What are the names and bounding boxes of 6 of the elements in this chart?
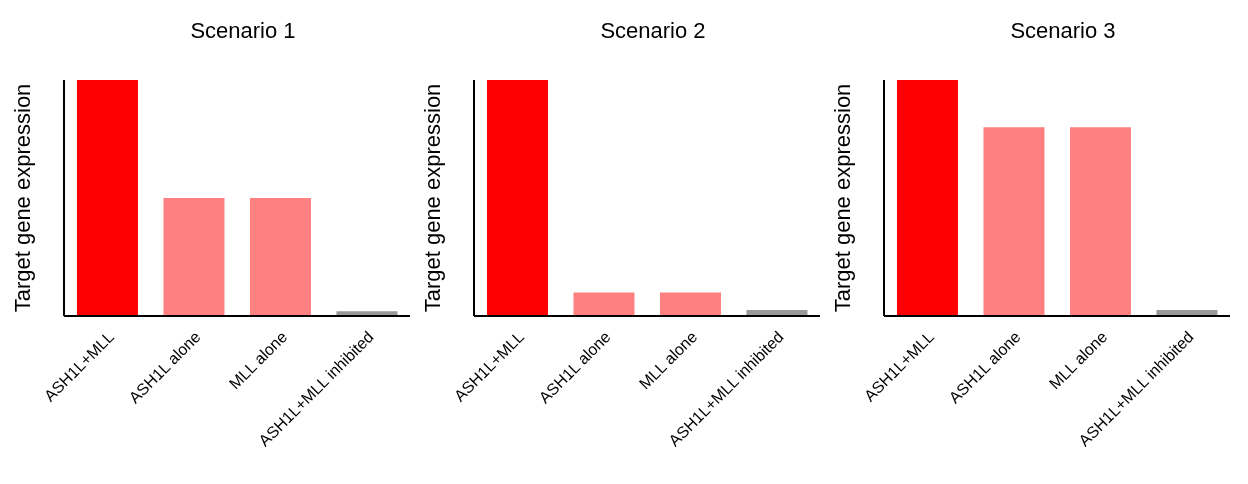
- y-axis-title: Target gene expression: [419, 83, 445, 313]
- chart-title: Scenario 2: [599, 18, 707, 44]
- y-axis-title: Target gene expression: [829, 83, 855, 313]
- chart-title: Scenario 3: [1009, 18, 1117, 44]
- y-axis-title: Target gene expression: [9, 83, 35, 313]
- chart-title: Scenario 1: [189, 18, 297, 44]
